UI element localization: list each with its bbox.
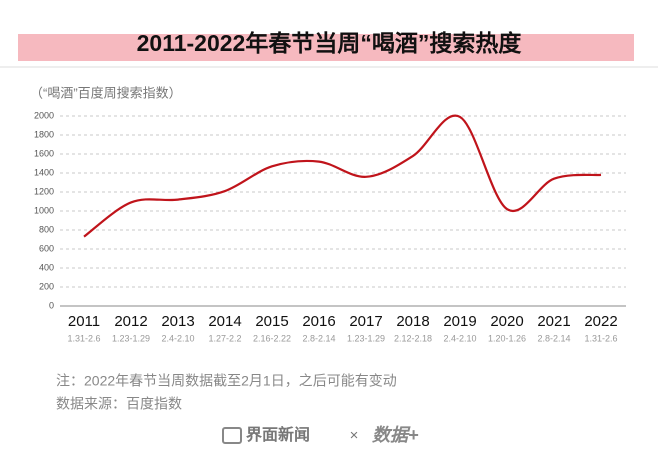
title-band: [18, 34, 634, 61]
x-sublabel: 2.4-2.10: [161, 333, 194, 343]
y-tick-label: 0: [49, 300, 54, 310]
x-sublabel: 1.31-2.6: [67, 333, 100, 343]
x-sublabel: 1.23-1.29: [112, 333, 150, 343]
y-tick-label: 600: [39, 243, 54, 253]
x-sublabel: 1.27-2.2: [208, 333, 241, 343]
y-tick-label: 400: [39, 262, 54, 272]
x-tick-label: 2022: [584, 313, 617, 330]
y-tick-label: 1400: [34, 167, 54, 177]
x-tick-label: 2021: [537, 313, 570, 330]
subtitle: （“喝酒”百度周搜索指数）: [30, 85, 182, 100]
x-sublabel: 2.8-2.14: [537, 333, 570, 343]
x-tick-label: 2017: [349, 313, 382, 330]
y-tick-label: 1000: [34, 205, 54, 215]
y-tick-label: 1600: [34, 148, 54, 158]
y-tick-label: 1200: [34, 186, 54, 196]
x-tick-label: 2020: [490, 313, 523, 330]
note: 数据来源：百度指数: [56, 396, 182, 412]
y-tick-label: 200: [39, 281, 54, 291]
brand-icon: [222, 427, 242, 444]
chart-title: 2011-2022年春节当周“喝酒”搜索热度: [137, 30, 523, 56]
x-sublabel: 2.8-2.14: [302, 333, 335, 343]
x-tick-label: 2016: [302, 313, 335, 330]
partner: 数据+: [372, 425, 419, 445]
x-sublabel: 1.20-1.26: [488, 333, 526, 343]
note: 注：2022年春节当周数据截至2月1日，之后可能有变动: [56, 373, 397, 389]
x-tick-label: 2013: [161, 313, 194, 330]
x-tick-label: 2011: [68, 313, 100, 330]
footer: 界面新闻 × 数据+: [222, 425, 419, 445]
line: [83, 114, 602, 238]
x-sublabel: 2.16-2.22: [253, 333, 291, 343]
brand: 界面新闻: [246, 425, 310, 444]
y-tick-label: 1800: [34, 129, 54, 139]
x-sublabel: 2.4-2.10: [443, 333, 476, 343]
x-tick-label: 2014: [208, 313, 241, 330]
x-sublabel: 1.31-2.6: [584, 333, 617, 343]
y-tick-label: 2000: [34, 110, 54, 120]
x-tick-label: 2019: [443, 313, 476, 330]
y-tick-label: 800: [39, 224, 54, 234]
x-sublabel: 1.23-1.29: [347, 333, 385, 343]
x-sublabel: 2.12-2.18: [394, 333, 432, 343]
separator: ×: [350, 427, 359, 444]
x-tick-label: 2012: [114, 313, 147, 330]
x-tick-label: 2015: [255, 313, 288, 330]
x-tick-label: 2018: [396, 313, 429, 330]
